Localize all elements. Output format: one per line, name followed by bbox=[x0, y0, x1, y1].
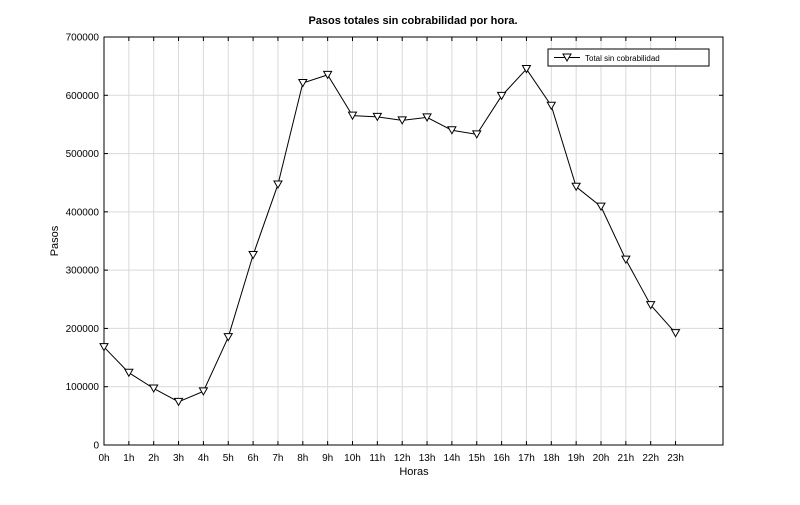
series-line bbox=[103, 68, 676, 403]
data-point-marker bbox=[297, 79, 308, 88]
y-tick-label: 300000 bbox=[66, 266, 100, 277]
x-tick-label: 10h bbox=[344, 453, 361, 464]
data-point-marker bbox=[173, 397, 184, 407]
y-tick-label: 600000 bbox=[66, 91, 100, 102]
x-tick-label: 6h bbox=[248, 453, 259, 464]
x-tick-label: 18h bbox=[543, 453, 560, 464]
x-axis: 0h 1h 2h 3h 4h 5h 6h 7h 8h 9h 10h 11h 12h 13h 14h 15h 16… bbox=[98, 37, 684, 464]
x-tick-label: 1h bbox=[123, 453, 134, 464]
data-point-marker bbox=[99, 343, 109, 352]
y-tick-label: 700000 bbox=[66, 33, 100, 44]
y-tick-label: 400000 bbox=[66, 207, 100, 218]
y-axis: 0 100000 200000 300000 400000 500000 600000 700… bbox=[66, 33, 723, 452]
data-point-marker bbox=[471, 130, 482, 139]
y-axis-label: Pasos bbox=[49, 225, 61, 256]
x-tick-label: 2h bbox=[148, 453, 159, 464]
data-point-marker bbox=[397, 116, 408, 125]
data-point-marker bbox=[223, 333, 234, 342]
x-tick-label: 11h bbox=[369, 453, 385, 464]
x-tick-label: 23h bbox=[667, 453, 684, 464]
x-tick-label: 17h bbox=[518, 453, 535, 464]
data-point-marker bbox=[496, 91, 507, 101]
x-tick-label: 15h bbox=[468, 453, 485, 464]
y-tick-label: 100000 bbox=[66, 382, 100, 393]
legend-label: Total sin cobrabilidad bbox=[585, 54, 660, 63]
data-point-marker bbox=[148, 384, 159, 393]
plot-frame bbox=[103, 36, 724, 446]
x-tick-label: 9h bbox=[322, 453, 333, 464]
x-tick-label: 14h bbox=[444, 453, 461, 464]
data-point-marker bbox=[347, 111, 358, 121]
data-point-marker bbox=[645, 301, 656, 310]
data-point-marker bbox=[198, 387, 209, 396]
chart-title: Pasos totales sin cobrabilidad por hora. bbox=[308, 15, 517, 27]
data-point-marker bbox=[571, 182, 582, 192]
x-tick-label: 13h bbox=[419, 453, 436, 464]
data-point-marker bbox=[248, 250, 258, 260]
legend-box bbox=[547, 48, 710, 67]
y-tick-label: 200000 bbox=[66, 324, 100, 335]
x-tick-label: 19h bbox=[568, 453, 585, 464]
data-point-marker bbox=[447, 126, 457, 135]
y-tick-label: 500000 bbox=[66, 149, 100, 160]
data-point-marker bbox=[322, 70, 333, 80]
x-tick-label: 16h bbox=[493, 453, 510, 464]
data-point-marker bbox=[372, 112, 383, 122]
data-point-marker bbox=[596, 202, 606, 212]
x-tick-label: 21h bbox=[618, 453, 635, 464]
x-axis-label: Horas bbox=[399, 466, 429, 478]
series-layer bbox=[99, 65, 681, 407]
x-tick-label: 8h bbox=[297, 453, 308, 464]
data-point-marker bbox=[546, 101, 557, 111]
x-tick-label: 4h bbox=[198, 453, 209, 464]
legend-marker-triangle-down bbox=[562, 53, 572, 63]
x-tick-label: 3h bbox=[173, 453, 184, 464]
data-point-marker bbox=[422, 113, 432, 122]
y-tick-label: 0 bbox=[93, 441, 99, 452]
data-point-marker bbox=[521, 65, 532, 74]
x-tick-label: 22h bbox=[642, 453, 659, 464]
grid-lines bbox=[103, 36, 723, 446]
data-point-marker bbox=[123, 368, 134, 378]
data-point-marker bbox=[620, 255, 631, 265]
legend: Total sin cobrabilidad bbox=[547, 48, 710, 67]
data-point-marker bbox=[670, 329, 681, 338]
x-tick-label: 7h bbox=[272, 453, 283, 464]
x-tick-label: 20h bbox=[593, 453, 610, 464]
x-tick-label: 5h bbox=[223, 453, 234, 464]
data-point-marker bbox=[273, 180, 283, 189]
x-tick-label: 0h bbox=[98, 453, 109, 464]
x-tick-label: 12h bbox=[394, 453, 411, 464]
